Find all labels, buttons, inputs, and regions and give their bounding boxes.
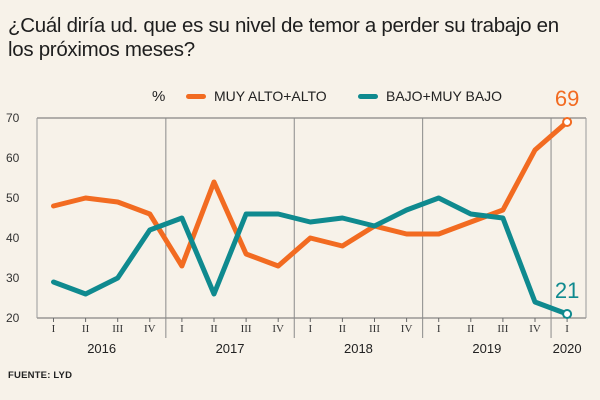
series-line-1 bbox=[51, 195, 570, 317]
series-line-0 bbox=[51, 119, 570, 269]
chart-title: ¿Cuál diría ud. que es su nivel de temor… bbox=[8, 14, 559, 61]
y-tick-label: 40 bbox=[6, 231, 20, 245]
y-tick-label: 30 bbox=[6, 271, 20, 285]
x-tick-label: III bbox=[241, 323, 252, 335]
x-tick-label: II bbox=[339, 323, 347, 335]
x-tick-label: III bbox=[369, 323, 380, 335]
x-tick-label: II bbox=[210, 323, 218, 335]
legend: % MUY ALTO+ALTO BAJO+MUY BAJO bbox=[0, 88, 600, 108]
year-label: 2017 bbox=[216, 341, 245, 356]
legend-swatch-orange bbox=[186, 93, 206, 99]
legend-label-muy-alto-alto: MUY ALTO+ALTO bbox=[214, 88, 327, 104]
x-tick-label: I bbox=[180, 323, 184, 335]
y-tick-label: 50 bbox=[6, 191, 20, 205]
x-tick-label: I bbox=[52, 323, 56, 335]
source-note: FUENTE: LYD bbox=[8, 370, 73, 381]
legend-unit: % bbox=[152, 88, 166, 105]
x-tick-label: IV bbox=[529, 323, 541, 335]
year-label: 2019 bbox=[472, 341, 501, 356]
y-tick-label: 70 bbox=[6, 111, 20, 125]
legend-item-muy-alto-alto: MUY ALTO+ALTO bbox=[186, 88, 327, 104]
x-tick-label: III bbox=[112, 323, 123, 335]
x-tick-label: II bbox=[467, 323, 475, 335]
year-label: 2020 bbox=[553, 341, 582, 356]
x-tick-label: I bbox=[308, 323, 312, 335]
series-end-label-0: 69 bbox=[555, 86, 579, 111]
x-tick-label: I bbox=[437, 323, 441, 335]
series-end-marker-1 bbox=[562, 309, 573, 319]
x-tick-label: IV bbox=[401, 323, 413, 335]
x-tick-label: II bbox=[82, 323, 90, 335]
year-label: 2016 bbox=[87, 341, 116, 356]
x-tick-label: IV bbox=[144, 323, 156, 335]
year-label: 2018 bbox=[344, 341, 373, 356]
legend-item-bajo-muy-bajo: BAJO+MUY BAJO bbox=[358, 88, 502, 104]
y-tick-label: 60 bbox=[6, 151, 20, 165]
x-tick-label: III bbox=[497, 323, 508, 335]
x-tick-label: I bbox=[565, 323, 569, 335]
series-end-marker-0 bbox=[562, 117, 573, 127]
x-tick-label: IV bbox=[272, 323, 284, 335]
y-tick-label: 20 bbox=[6, 311, 20, 325]
legend-swatch-teal bbox=[358, 93, 378, 99]
series-end-label-1: 21 bbox=[555, 278, 579, 303]
legend-label-bajo-muy-bajo: BAJO+MUY BAJO bbox=[386, 88, 503, 104]
